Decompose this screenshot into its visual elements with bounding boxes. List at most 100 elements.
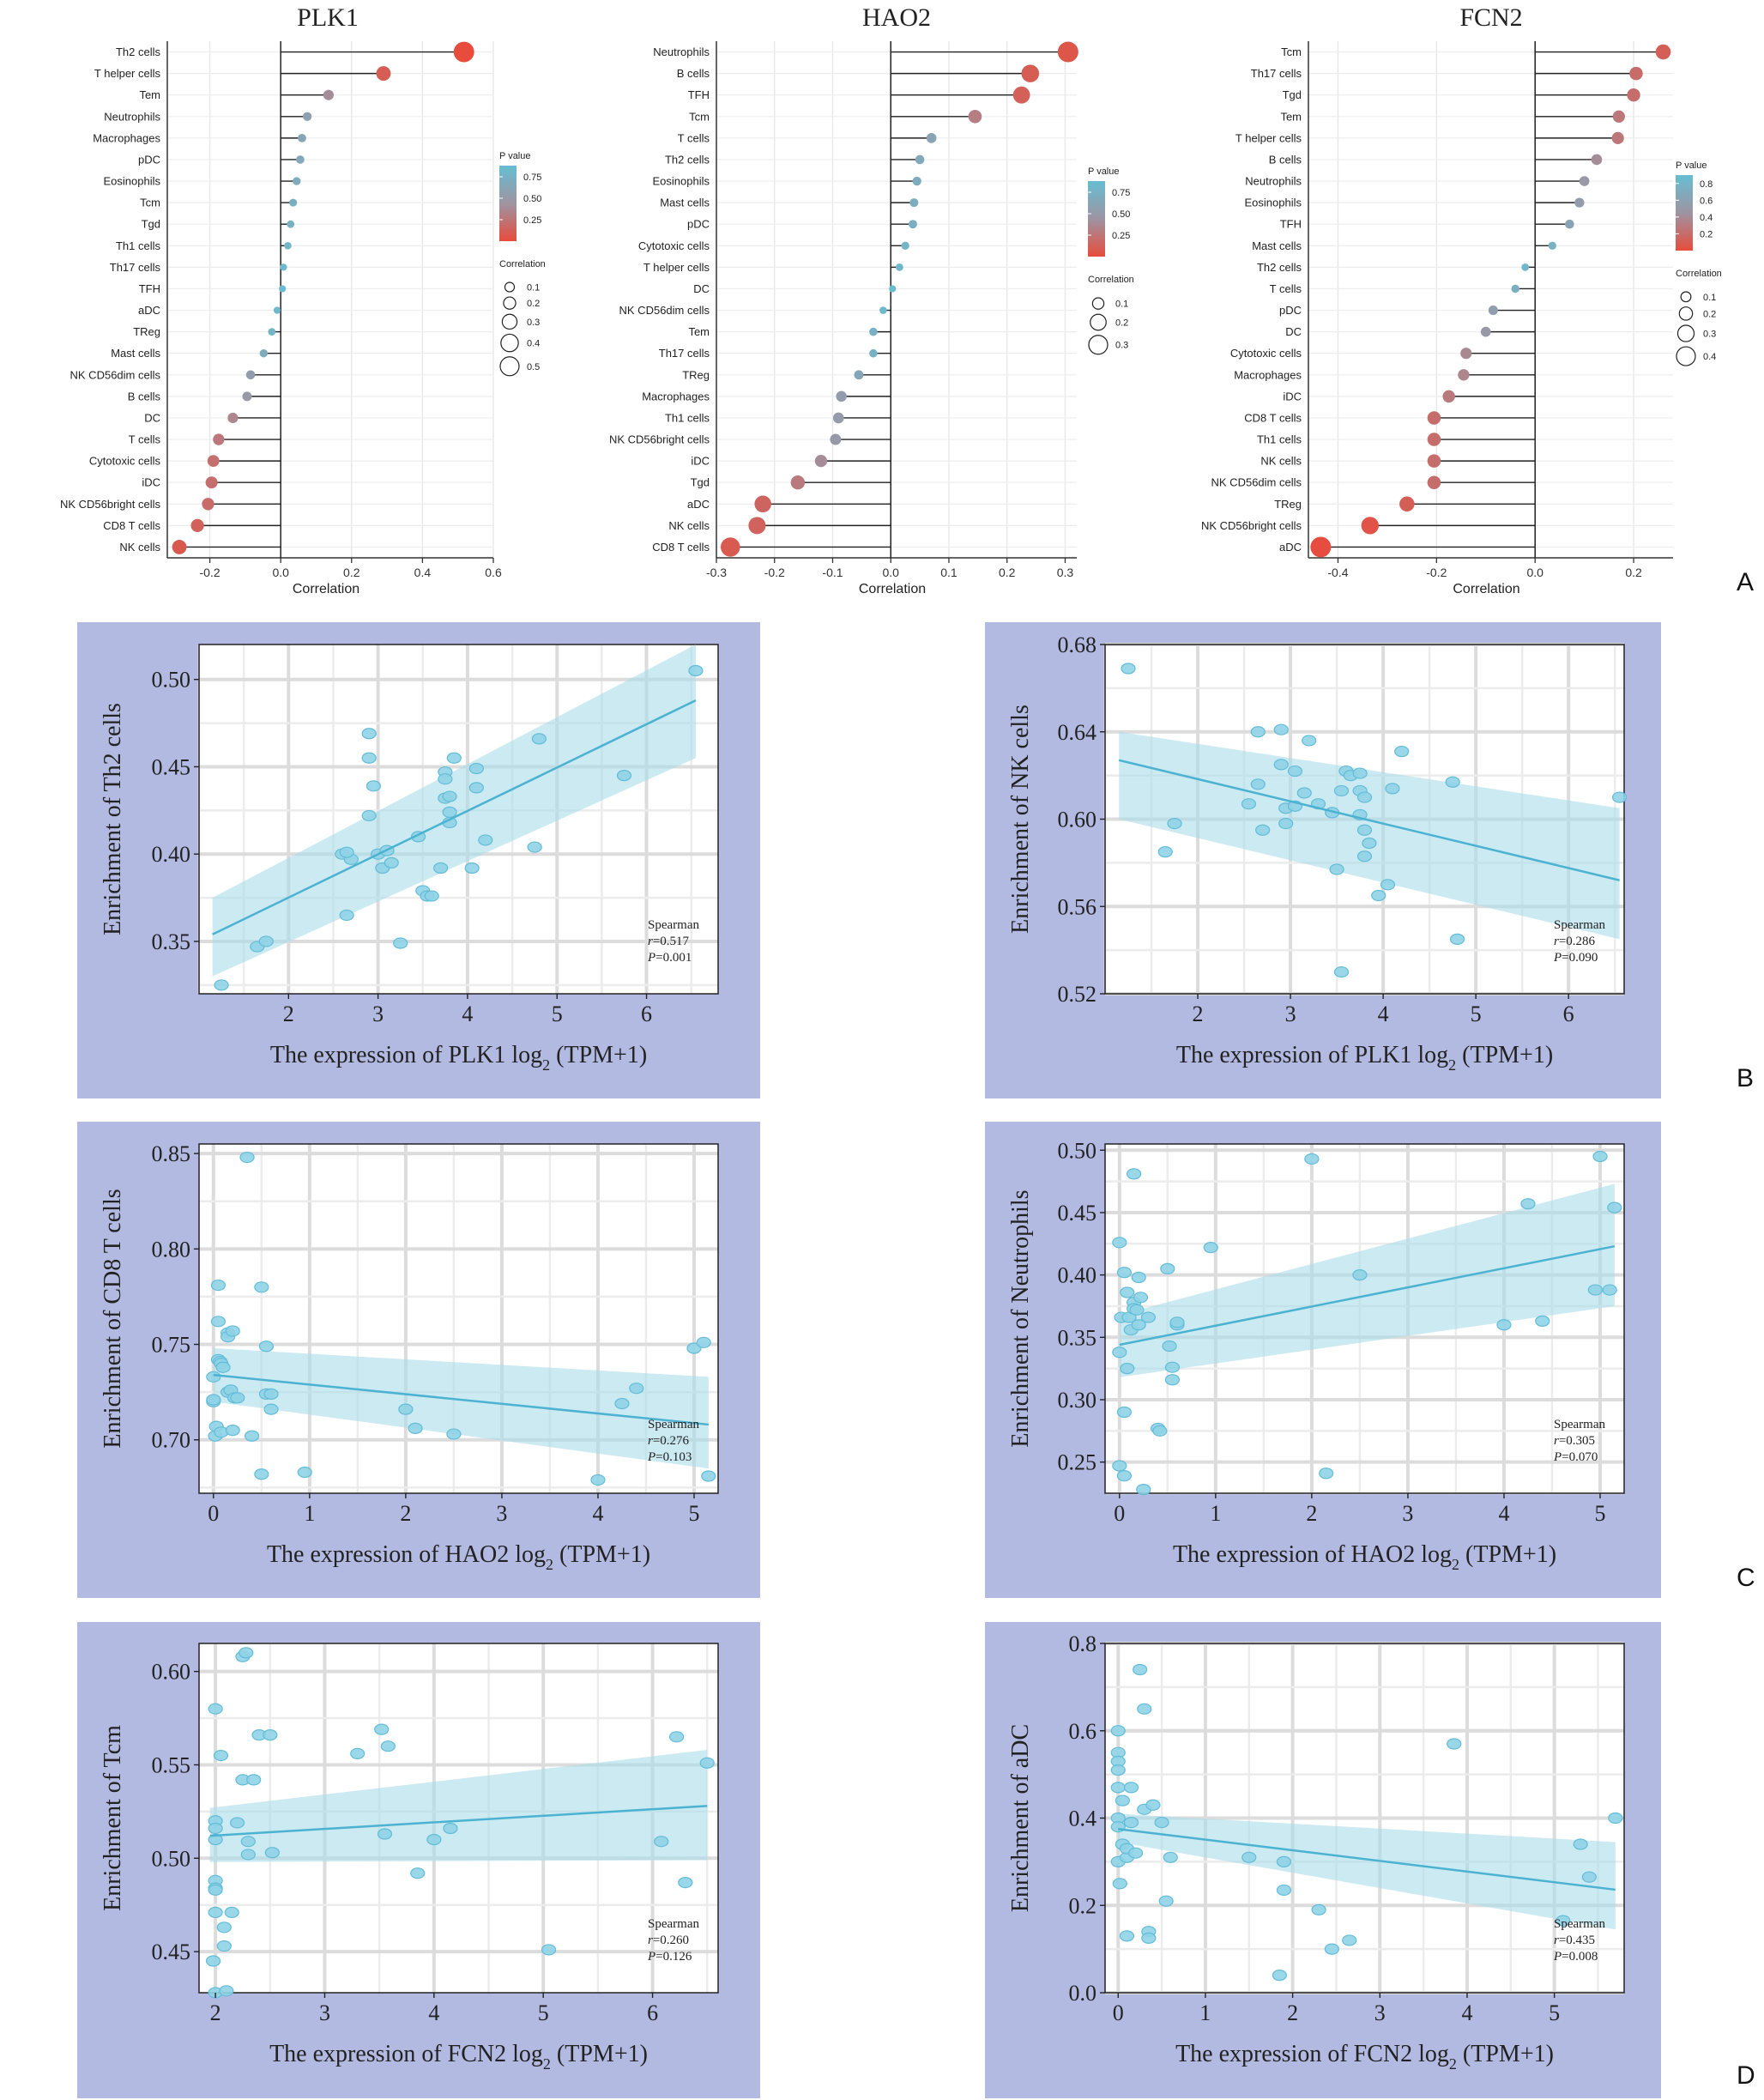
y-tick-label: 0.45 — [1058, 1201, 1097, 1226]
category-label: TReg — [1274, 498, 1302, 511]
scatter-point — [1496, 1319, 1512, 1331]
scatter-point — [216, 1921, 232, 1934]
y-tick-label: 0.85 — [152, 1141, 191, 1166]
scatter-point — [1110, 1725, 1126, 1737]
scatter-point — [1116, 1406, 1133, 1419]
lollipop-dot — [1480, 326, 1491, 337]
lollipop-dot — [836, 390, 847, 402]
scatter-point — [1356, 850, 1373, 862]
legend-p-title: P value — [1676, 160, 1707, 171]
stats-p: P=0.001 — [647, 951, 692, 965]
scatter-point — [1140, 1311, 1157, 1323]
scatter-point — [384, 856, 399, 868]
category-label: DC — [1285, 325, 1302, 338]
lollipop-dot — [869, 348, 878, 358]
lollipop-dot — [1442, 390, 1455, 403]
scatter-point — [1385, 783, 1400, 795]
y-tick-label: 0.80 — [152, 1237, 191, 1262]
y-tick-label: 0.60 — [152, 1660, 191, 1685]
scatter-point — [1273, 723, 1289, 735]
scatter-point — [1587, 1284, 1603, 1296]
category-label: iDC — [1283, 390, 1302, 402]
scatter-point — [1241, 1851, 1257, 1863]
lollipop-dot — [1399, 496, 1415, 512]
scatter-point — [1133, 1663, 1148, 1676]
scatter-point — [206, 1371, 221, 1383]
scatter-point — [1250, 778, 1266, 790]
x-tick-label: 0.0 — [272, 566, 289, 579]
y-tick-label: 0.68 — [1058, 632, 1097, 657]
scatter-point — [1203, 1242, 1218, 1254]
lollipop-dot — [889, 285, 897, 293]
legend-size-title: Correlation — [499, 259, 546, 269]
stats-r: r=0.517 — [648, 935, 690, 948]
legend-p-label: 0.2 — [1700, 229, 1713, 239]
scatter-point — [230, 1392, 245, 1404]
scatter-point — [424, 890, 439, 902]
lollipop-dot — [721, 537, 740, 557]
category-label: Macrophages — [1234, 368, 1302, 381]
scatter-fcn2-tcm: 2 3 4 5 6 0.45 0.50 0.55 0.60 The expression of F… — [77, 1622, 760, 2098]
category-label: Th17 cells — [659, 347, 710, 360]
lollipop-dot — [242, 391, 252, 402]
lollipop-dot — [323, 89, 335, 100]
category-label: NK CD56bright cells — [609, 433, 710, 446]
x-tick-label: 1 — [1199, 2000, 1211, 2025]
category-label: TFH — [139, 282, 160, 295]
category-label: aDC — [138, 304, 160, 317]
category-label: CD8 T cells — [103, 519, 160, 532]
scatter-point — [701, 1470, 716, 1482]
scatter-point — [1608, 1812, 1623, 1825]
y-axis-title: Enrichment of Tcm — [100, 1725, 126, 1911]
category-label: pDC — [138, 153, 160, 166]
scatter-point — [1520, 1198, 1536, 1210]
category-label: Macrophages — [642, 390, 710, 402]
lollipop-dot — [1511, 284, 1519, 294]
x-tick-label: 0.0 — [882, 566, 899, 579]
x-tick-label: 0 — [208, 1501, 219, 1526]
plot-border — [198, 1143, 719, 1494]
scatter-point — [1160, 1262, 1175, 1274]
regression-line — [1118, 759, 1620, 881]
category-label: NK CD56dim cells — [70, 368, 161, 381]
category-label: Eosinophils — [104, 175, 161, 188]
x-tick-label: 0.3 — [1057, 566, 1074, 579]
panel-letter-d: D — [1737, 2061, 1755, 2090]
lollipop-dot — [280, 263, 287, 271]
scatter-point — [1302, 735, 1317, 747]
category-label: aDC — [1279, 541, 1302, 554]
scatter-point — [1333, 965, 1350, 978]
legend-p-label: 0.50 — [523, 194, 541, 204]
lollipop-dot — [1655, 44, 1671, 60]
scatter-point — [246, 1774, 262, 1786]
legend-p-label: 0.4 — [1700, 213, 1713, 223]
scatter-point — [205, 1955, 221, 1967]
legend-p-colorbar — [1676, 175, 1693, 251]
category-label: Th17 cells — [1251, 67, 1302, 80]
category-label: NK cells — [119, 541, 160, 554]
scatter-point — [478, 834, 493, 846]
plot-area — [167, 41, 493, 558]
lollipop-dot — [895, 263, 903, 271]
lollipop-dot — [453, 41, 474, 63]
scatter-point — [1371, 889, 1386, 902]
y-tick-label: 0.25 — [1058, 1450, 1097, 1475]
x-tick-label: 4 — [1461, 2000, 1472, 2025]
x-tick-label: 0 — [1113, 2000, 1124, 2025]
scatter-point — [1145, 1799, 1161, 1811]
scatter-point — [1120, 1363, 1135, 1375]
scatter-point — [208, 1906, 223, 1919]
scatter-point — [616, 770, 632, 782]
regression-line — [1118, 1827, 1616, 1891]
stats-p: P=0.103 — [647, 1450, 692, 1464]
x-tick-label: 0.6 — [485, 566, 502, 579]
category-label: NK CD56bright cells — [60, 498, 161, 511]
lollipop-chart-fcn2: FCN2 -0.4 -0.2 0.0 0.2 Correlation Tcm Th17 cel… — [1201, 3, 1722, 596]
scatter-point — [1287, 765, 1303, 778]
lollipop-dot — [1310, 536, 1332, 558]
lollipop-dot — [287, 220, 295, 228]
legend-p-label: 0.75 — [1112, 188, 1130, 198]
category-label: Th2 cells — [116, 45, 161, 58]
x-tick-label: 3 — [319, 2000, 330, 2025]
category-label: Tem — [139, 88, 160, 101]
